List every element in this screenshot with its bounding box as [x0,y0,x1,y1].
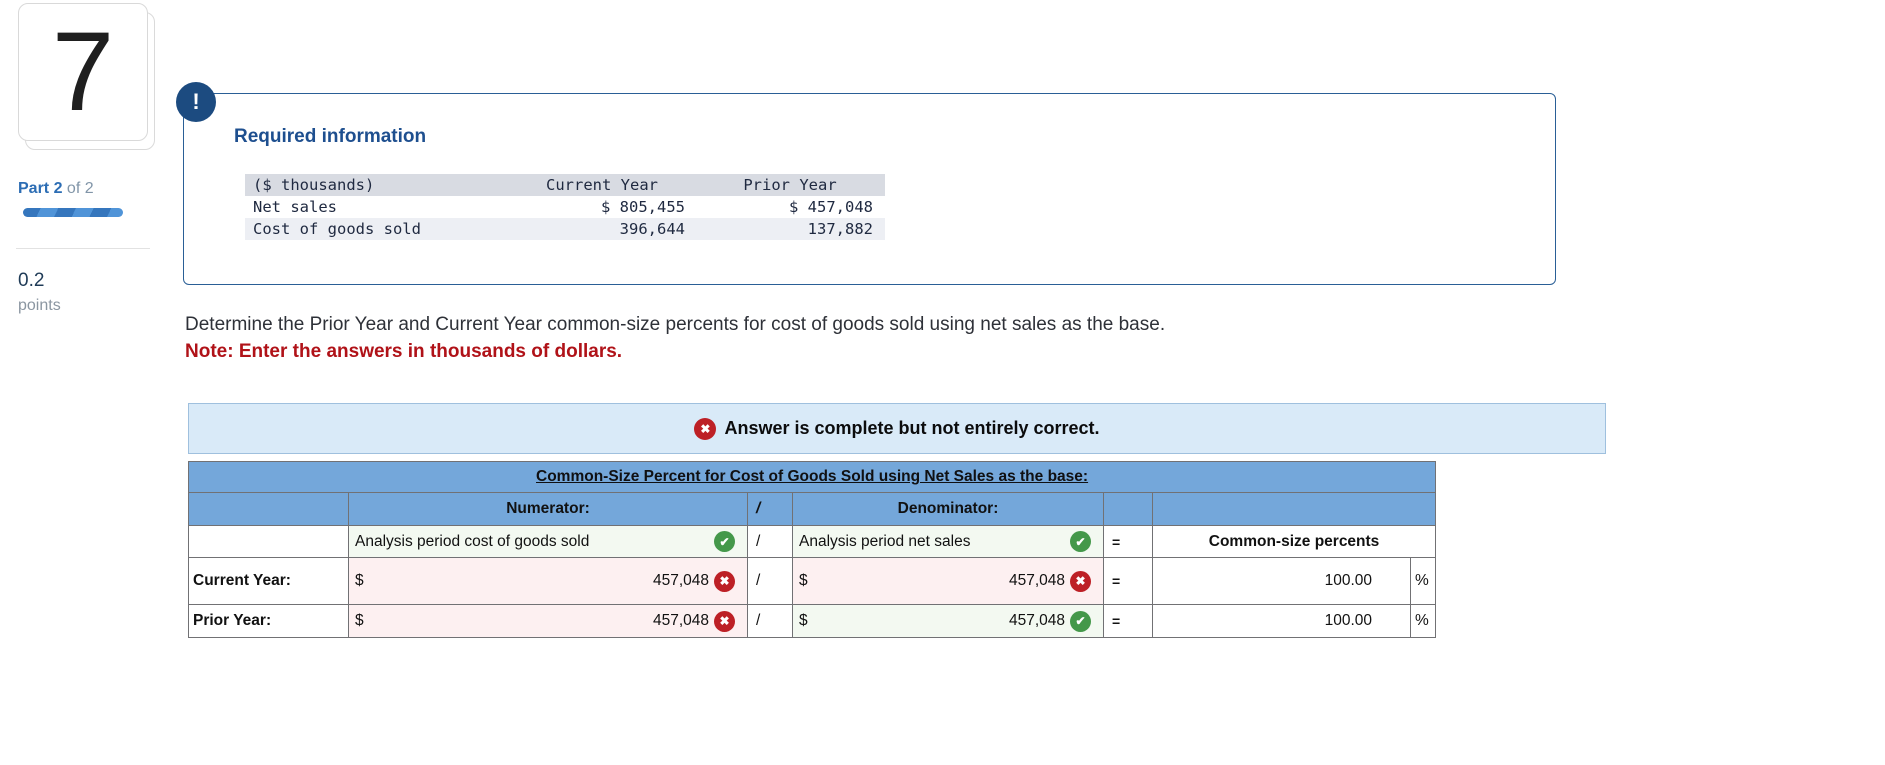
currency-symbol: $ [355,612,364,629]
current-year-row-label: Current Year: [188,557,349,605]
sidebar-divider [16,248,150,249]
x-circle-icon [714,610,735,632]
denominator-header: Denominator: [792,492,1104,526]
current-year-numerator-value: 457,048 [652,572,709,589]
division-slash: / [747,557,793,605]
equals-sign: = [1103,604,1153,638]
cost-of-goods-sold-row: Cost of goods sold 396,644 137,882 [245,218,885,240]
units-header: ($ thousands) [245,174,509,196]
net-sales-prior-value: $ 457,048 [789,198,873,216]
currency-symbol: $ [355,572,364,589]
prior-year-numerator-input[interactable]: $ 457,048 [348,604,748,638]
answer-table-title-row: Common-Size Percent for Cost of Goods So… [187,461,1437,493]
equals-header-cell [1103,492,1153,526]
question-number: 7 [51,9,115,134]
current-year-result: 100.00 [1152,557,1411,605]
common-size-percents-header: Common-size percents [1151,525,1437,558]
cogs-prior-value: 137,882 [695,218,885,240]
x-circle-icon [694,417,717,440]
progress-bar [23,208,123,217]
answer-table-title-cell: Common-Size Percent for Cost of Goods So… [187,461,1437,493]
financial-header-row: ($ thousands) Current Year Prior Year [245,174,885,196]
check-circle-icon [1070,531,1091,552]
equals-sign: = [1103,557,1153,605]
cogs-current-value: 396,644 [509,218,695,240]
status-message: Answer is complete but not entirely corr… [724,418,1100,438]
formula-row-label-cell [188,525,349,558]
current-year-row: Current Year: $ 457,048 / $ 457,048 [188,557,1437,605]
points-value: 0.2 [18,270,45,291]
currency-symbol: $ [799,612,808,629]
answer-status-banner: Answer is complete but not entirely corr… [188,403,1606,454]
corner-cell [188,492,349,526]
prior-year-denominator-input[interactable]: $ 457,048 [792,604,1104,638]
numerator-formula-text: Analysis period cost of goods sold [355,532,590,550]
required-information-panel: ! Required information ($ thousands) Cur… [176,82,1556,285]
part-indicator: Part 2 of 2 [18,180,94,198]
question-number-card: 7 [18,3,148,141]
prior-year-row-label: Prior Year: [188,604,349,638]
check-circle-icon [714,531,735,552]
current-year-header: Current Year [509,174,695,196]
numerator-header: Numerator: [348,492,748,526]
numerator-formula-dropdown[interactable]: Analysis period cost of goods sold [348,525,748,558]
net-sales-label: Net sales [253,198,337,216]
answer-table: Common-Size Percent for Cost of Goods So… [187,461,1437,638]
net-sales-row: Net sales $ 805,455 $ 457,048 [245,196,885,218]
prior-year-header: Prior Year [695,174,885,196]
prior-year-denominator-value: 457,048 [1008,612,1065,629]
prior-year-numerator-value: 457,048 [652,612,709,629]
current-year-numerator-input[interactable]: $ 457,048 [348,557,748,605]
cogs-label: Cost of goods sold [245,218,509,240]
currency-symbol: $ [799,572,808,589]
formula-row: Analysis period cost of goods sold / Ana… [188,525,1437,558]
part-total: of 2 [62,180,94,197]
financial-data-table: ($ thousands) Current Year Prior Year Ne… [245,174,885,240]
part-label: Part 2 [18,180,63,197]
result-header-cell [1151,492,1437,526]
percent-sign: % [1409,604,1437,638]
denominator-formula-text: Analysis period net sales [799,532,971,550]
prior-year-result: 100.00 [1152,604,1411,638]
division-slash: / [747,604,793,638]
denominator-formula-dropdown[interactable]: Analysis period net sales [792,525,1104,558]
equals-sign: = [1103,525,1153,558]
slash-header: / [747,492,793,526]
question-note: Note: Enter the answers in thousands of … [185,341,623,362]
answer-table-title: Common-Size Percent for Cost of Goods So… [536,468,1089,485]
x-circle-icon [1070,570,1091,592]
current-year-denominator-input[interactable]: $ 457,048 [792,557,1104,605]
required-information-heading: Required information [234,126,427,147]
answer-table-header-row: Numerator: / Denominator: [188,492,1437,526]
x-circle-icon [714,570,735,592]
division-slash: / [747,525,793,558]
percent-sign: % [1409,557,1437,605]
alert-icon: ! [176,82,216,122]
points-label: points [18,297,61,314]
question-text: Determine the Prior Year and Current Yea… [185,314,1166,335]
prior-year-row: Prior Year: $ 457,048 / $ 457,048 [188,604,1437,638]
alert-glyph: ! [192,89,200,114]
current-year-denominator-value: 457,048 [1008,572,1065,589]
check-circle-icon [1070,610,1091,632]
net-sales-current-value: $ 805,455 [601,198,685,216]
